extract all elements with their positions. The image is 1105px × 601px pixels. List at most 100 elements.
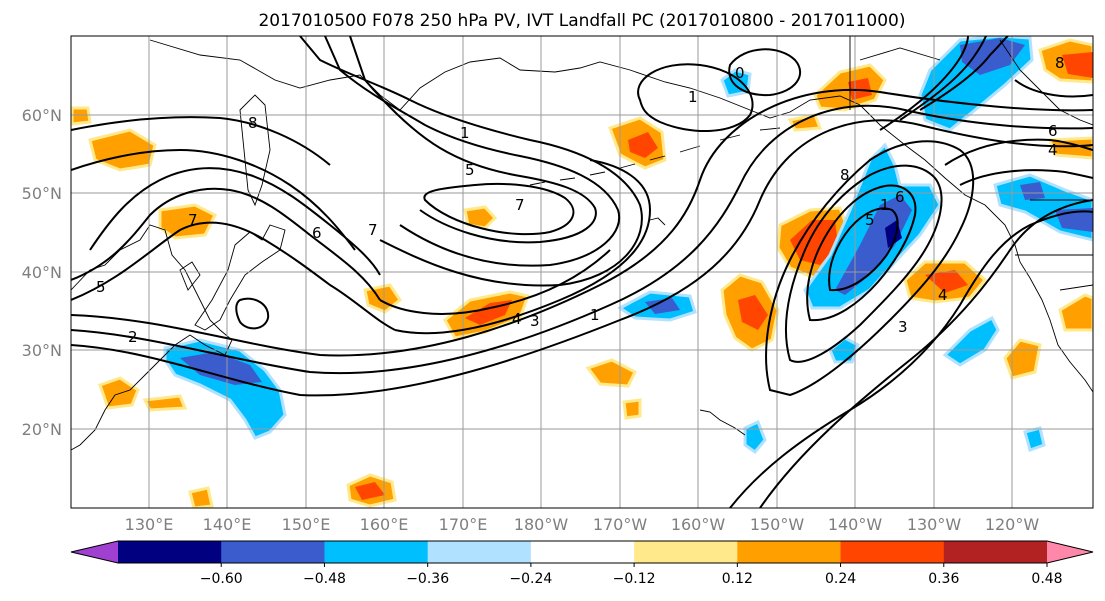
lon-label: 120°W bbox=[985, 515, 1040, 534]
cool-anomaly-patch bbox=[645, 298, 680, 314]
pv-contour bbox=[71, 221, 396, 331]
lon-label: 140°E bbox=[203, 515, 252, 534]
warm-anomaly-patch bbox=[585, 358, 638, 388]
colorbar-ticks: −0.60 −0.48 −0.36 −0.24 −0.12 0.12 0.24 0.36 0.4… bbox=[200, 563, 1063, 587]
warm-anomaly-patch bbox=[463, 205, 498, 230]
colorbar-bin bbox=[221, 541, 325, 563]
colorbar-bin bbox=[737, 541, 842, 563]
contour-label: 5 bbox=[96, 278, 106, 296]
contour-label: 4 bbox=[1048, 141, 1058, 159]
lon-label: 180°W bbox=[514, 515, 569, 534]
pv-contour bbox=[1014, 79, 1093, 98]
contour-labels: 1 1 5 7 7 6 8 5 2 4 3 1 8 6 4 3 6 8 1 5 bbox=[96, 54, 1065, 346]
colorbar-bin bbox=[530, 541, 635, 563]
warm-anomaly-patch bbox=[925, 270, 968, 293]
cool-anomaly-patch bbox=[180, 352, 262, 385]
contour-label: 3 bbox=[898, 318, 908, 336]
contour-label: 8 bbox=[840, 166, 850, 184]
lat-label: 20°N bbox=[22, 420, 62, 439]
coastline bbox=[179, 261, 201, 291]
warm-anomaly-patch bbox=[738, 295, 768, 330]
contour-label: 1 bbox=[590, 306, 600, 324]
pv-contours bbox=[71, 36, 1093, 508]
cool-anomaly-patch bbox=[942, 315, 1000, 367]
contour-label: 7 bbox=[515, 196, 525, 214]
contour-label: 5 bbox=[865, 211, 875, 229]
colorbar-tick-label: −0.24 bbox=[509, 571, 552, 587]
lon-label: 150°E bbox=[282, 515, 331, 534]
pv-contour bbox=[806, 184, 917, 322]
colorbar-tick-label: 0.24 bbox=[825, 571, 856, 587]
cool-anomaly-patch bbox=[835, 195, 912, 295]
contour-label: 6 bbox=[895, 188, 905, 206]
pv-contour bbox=[71, 119, 1093, 397]
warm-anomaly-patch bbox=[628, 132, 658, 158]
pv-contour bbox=[919, 36, 1009, 111]
contour-label: 8 bbox=[248, 114, 258, 132]
contour-label: 4 bbox=[938, 286, 948, 304]
colorbar-tick-label: 0.36 bbox=[928, 571, 959, 587]
pv-contour bbox=[959, 169, 1093, 186]
pv-contour bbox=[637, 63, 754, 133]
colorbar-bin bbox=[634, 541, 738, 563]
map-panel: 1 1 5 7 7 6 8 5 2 4 3 1 8 6 4 3 6 8 1 5 bbox=[22, 35, 1094, 534]
pv-contour bbox=[899, 36, 987, 121]
coastline bbox=[194, 224, 286, 331]
pv-contour bbox=[71, 116, 331, 166]
contour-label: 1 bbox=[880, 196, 890, 214]
colorbar-bin bbox=[324, 541, 429, 563]
contour-label: 2 bbox=[128, 328, 138, 346]
lon-label: 140°W bbox=[828, 515, 883, 534]
contour-label: 7 bbox=[188, 211, 198, 229]
lon-label: 170°E bbox=[439, 515, 488, 534]
colorbar-tick-label: −0.60 bbox=[200, 571, 243, 587]
pv-contour bbox=[324, 36, 621, 267]
warm-anomaly-patch bbox=[1058, 293, 1093, 332]
lat-label: 60°N bbox=[22, 106, 62, 125]
colorbar-tick-label: −0.36 bbox=[406, 571, 449, 587]
warm-anomaly-patch bbox=[142, 394, 188, 412]
contour-label: 3 bbox=[530, 312, 540, 330]
colorbar: −0.60 −0.48 −0.36 −0.24 −0.12 0.12 0.24 0.36 0.4… bbox=[70, 540, 1094, 587]
colorbar-tick-label: −0.48 bbox=[303, 571, 346, 587]
pv-contour bbox=[349, 36, 597, 244]
pv-contour bbox=[765, 140, 975, 397]
latitude-labels: 60°N 50°N 40°N 30°N 20°N bbox=[22, 106, 62, 439]
contour-label: 6 bbox=[1048, 122, 1058, 140]
warm-anomaly-patch bbox=[1047, 136, 1093, 160]
contour-label: 6 bbox=[312, 224, 322, 242]
pv-contour bbox=[879, 36, 969, 131]
coastline bbox=[649, 217, 746, 436]
pv-contour bbox=[784, 164, 943, 363]
lon-label: 160°W bbox=[671, 515, 726, 534]
coastline bbox=[1015, 199, 1093, 291]
cool-anomaly-patch bbox=[960, 38, 1025, 75]
colorbar-bin bbox=[943, 541, 1048, 563]
colorbar-extend-low bbox=[71, 541, 118, 563]
coastline bbox=[239, 94, 271, 207]
colorbar-tick-label: −0.12 bbox=[613, 571, 656, 587]
warm-anomaly-patch bbox=[1062, 52, 1093, 78]
coastline bbox=[149, 39, 1093, 393]
warm-anomaly-patch bbox=[188, 486, 214, 508]
warm-anomaly-patch bbox=[790, 220, 838, 265]
contour-label: 1 bbox=[460, 124, 470, 142]
pv-contour bbox=[379, 249, 611, 315]
pv-contour bbox=[71, 148, 356, 251]
contour-label: 7 bbox=[368, 221, 378, 239]
contour-label: 8 bbox=[1055, 54, 1065, 72]
contour-label: 4 bbox=[512, 310, 522, 328]
lon-label: 130°W bbox=[907, 515, 962, 534]
lon-label: 160°E bbox=[360, 515, 409, 534]
lat-label: 50°N bbox=[22, 184, 62, 203]
lon-label: 150°W bbox=[750, 515, 805, 534]
pv-contour bbox=[299, 36, 643, 287]
warm-anomaly-patch bbox=[848, 78, 872, 100]
pv-contour bbox=[423, 182, 575, 236]
colorbar-outline bbox=[70, 540, 1094, 564]
warm-anomaly-patch bbox=[622, 398, 642, 420]
colorbar-extend-high bbox=[1047, 541, 1093, 563]
pv-contour bbox=[944, 138, 1093, 166]
warm-anomaly-patch bbox=[355, 482, 385, 500]
